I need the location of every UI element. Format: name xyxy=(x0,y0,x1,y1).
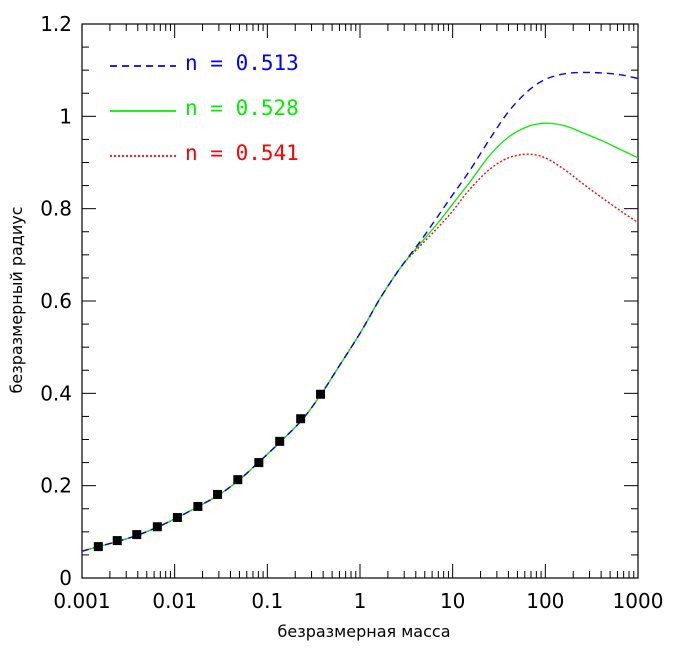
x-tick-label: 1000 xyxy=(613,589,664,613)
y-tick-label: 0.4 xyxy=(40,381,72,405)
legend-label-3: n = 0.541 xyxy=(185,141,299,165)
series-lines xyxy=(81,71,639,552)
x-tick-label: 100 xyxy=(526,589,564,613)
data-markers xyxy=(93,389,326,552)
y-tick-label: 0.8 xyxy=(40,197,72,221)
series-line-1 xyxy=(81,71,639,552)
data-point-marker xyxy=(152,522,162,532)
series-line-3 xyxy=(81,153,639,552)
data-point-marker xyxy=(172,513,182,523)
legend: n = 0.513 n = 0.528 n = 0.541 xyxy=(110,51,299,165)
data-point-marker xyxy=(316,389,326,399)
data-point-marker xyxy=(93,542,103,552)
data-point-marker xyxy=(112,536,122,546)
data-point-marker xyxy=(254,458,264,468)
x-tick-label: 10 xyxy=(440,589,465,613)
y-tick-label: 0.2 xyxy=(40,474,72,498)
axis-tick-labels: 0.001 0.01 0.1 1 10 100 1000 0 0.2 0.4 0.6 0.8 1 1.2 xyxy=(40,12,663,613)
data-point-marker xyxy=(132,530,142,540)
legend-label-2: n = 0.528 xyxy=(185,96,299,120)
legend-label-1: n = 0.513 xyxy=(185,51,299,75)
plot-border xyxy=(81,23,639,579)
y-axis-title: безразмерный радиус xyxy=(7,206,26,393)
y-tick-label: 1.2 xyxy=(40,12,72,36)
plot-frame xyxy=(81,23,639,579)
data-point-marker xyxy=(213,489,223,499)
y-tick-label: 0.6 xyxy=(40,289,72,313)
series-line-2 xyxy=(81,122,639,552)
x-tick-label: 1 xyxy=(354,589,367,613)
data-point-marker xyxy=(296,414,306,424)
x-tick-label: 0.01 xyxy=(152,589,197,613)
data-point-marker xyxy=(275,436,285,446)
y-tick-label: 1 xyxy=(59,104,72,128)
x-tick-label: 0.1 xyxy=(251,589,283,613)
axis-ticks xyxy=(81,23,639,579)
data-point-marker xyxy=(233,475,243,485)
y-tick-label: 0 xyxy=(59,566,72,590)
x-axis-title: безразмерная масса xyxy=(277,622,450,641)
x-tick-label: 0.001 xyxy=(53,589,110,613)
data-point-marker xyxy=(193,501,203,511)
